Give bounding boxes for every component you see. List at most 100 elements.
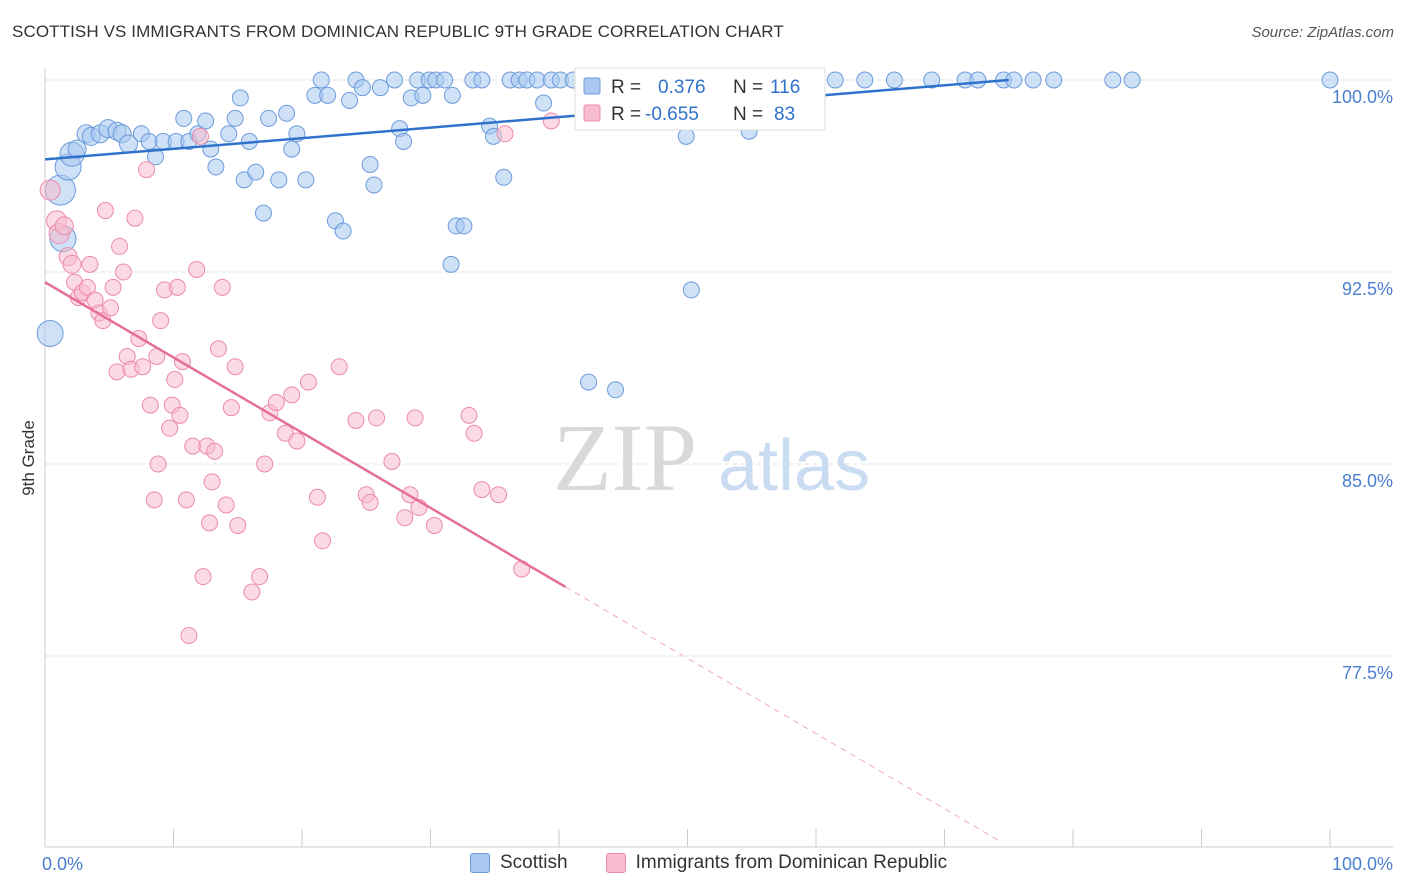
dominican-point — [256, 455, 274, 473]
dominican-point — [542, 112, 560, 130]
scottish-point — [442, 255, 460, 273]
dominican-point — [288, 432, 306, 450]
dominican-point — [134, 358, 152, 376]
scottish-point — [341, 91, 359, 109]
dominican-point — [188, 260, 206, 278]
legend-swatch-scottish-bottom — [470, 853, 490, 873]
scottish-point — [365, 176, 383, 194]
scottish-point — [297, 171, 315, 189]
dominican-point — [166, 371, 184, 389]
dominican-point — [126, 209, 144, 227]
scottish-point — [226, 109, 244, 127]
dominican-point — [171, 406, 189, 424]
dominican-point — [496, 125, 514, 143]
scottish-point — [1045, 71, 1063, 89]
dominican-point — [184, 437, 202, 455]
legend-n-label-dominican: N = — [733, 104, 763, 125]
legend-swatch-dominican — [583, 104, 601, 122]
scottish-point — [395, 132, 413, 150]
scottish-point — [353, 79, 371, 97]
y-tick-label: 92.5% — [1342, 279, 1393, 299]
dominican-point — [299, 373, 317, 391]
scottish-point — [67, 139, 87, 159]
legend-r-label-dominican: R = — [611, 104, 641, 125]
scottish-point — [278, 104, 296, 122]
scottish-point — [36, 319, 64, 347]
dominican-point — [465, 424, 483, 442]
dominican-point — [425, 516, 443, 534]
scottish-point — [197, 112, 215, 130]
scottish-point — [1321, 71, 1339, 89]
scottish-point — [885, 71, 903, 89]
scottish-point — [535, 94, 553, 112]
legend-label-dominican: Immigrants from Dominican Republic — [635, 852, 948, 873]
dominican-point — [138, 161, 156, 179]
legend-swatch-dominican-bottom — [605, 853, 626, 873]
dominican-point — [168, 278, 186, 296]
scottish-point — [495, 168, 513, 186]
dominican-point — [473, 481, 491, 499]
chart-title: SCOTTISH VS IMMIGRANTS FROM DOMINICAN RE… — [12, 22, 784, 41]
scottish-point — [334, 222, 352, 240]
dominican-point — [217, 496, 235, 514]
scottish-point — [1123, 71, 1141, 89]
dominican-point — [406, 409, 424, 427]
dominican-point — [347, 411, 365, 429]
legend-n-value-dominican: 83 — [774, 104, 795, 125]
scottish-point — [677, 127, 695, 145]
scottish-point — [969, 71, 987, 89]
dominican-point — [81, 255, 99, 273]
dominican-point — [361, 493, 379, 511]
dominican-point — [396, 509, 414, 527]
dominican-point — [330, 358, 348, 376]
scottish-point — [147, 148, 165, 166]
scottish-point — [270, 171, 288, 189]
dominican-trend-line — [44, 281, 567, 588]
dominican-point — [314, 532, 332, 550]
dominican-trend-line-extension — [565, 586, 1003, 844]
dominican-point — [200, 514, 218, 532]
x-tick-label: 100.0% — [1332, 854, 1393, 874]
dominican-point — [180, 627, 198, 645]
scottish-point — [207, 158, 225, 176]
stats-legend: R = 0.376 N = 116 R = -0.655 N = 83 — [574, 67, 826, 131]
scottish-point — [247, 163, 265, 181]
scottish-point — [1104, 71, 1122, 89]
dominican-point — [96, 202, 114, 220]
watermark-atlas: atlas — [718, 426, 870, 506]
dominican-point — [54, 216, 74, 236]
dominican-point — [78, 278, 96, 296]
dominican-point — [39, 179, 61, 201]
dominican-point — [191, 127, 209, 145]
scottish-point — [856, 71, 874, 89]
dominican-point — [152, 312, 170, 330]
dominican-point — [229, 516, 247, 534]
scottish-point — [436, 71, 454, 89]
legend-label-scottish: Scottish — [500, 852, 568, 873]
dominican-point — [141, 396, 159, 414]
dominican-point — [243, 583, 261, 601]
scottish-point — [283, 140, 301, 158]
data-points — [36, 71, 1339, 645]
y-tick-label: 77.5% — [1342, 663, 1393, 683]
scottish-point — [260, 109, 278, 127]
dominican-point — [102, 299, 120, 317]
scottish-point — [607, 381, 625, 399]
scottish-point — [386, 71, 404, 89]
scottish-point — [220, 125, 238, 143]
scottish-point — [580, 373, 598, 391]
scottish-point — [319, 86, 337, 104]
dominican-point — [460, 406, 478, 424]
scottish-point — [231, 89, 249, 107]
dominican-point — [149, 455, 167, 473]
dominican-point — [206, 442, 224, 460]
dominican-point — [226, 358, 244, 376]
legend-item-scottish[interactable]: Scottish — [470, 852, 568, 874]
series-legend: Scottish Immigrants from Dominican Repub… — [470, 852, 985, 874]
y-tick-label: 85.0% — [1342, 471, 1393, 491]
scottish-point — [202, 140, 220, 158]
dominican-point — [161, 419, 179, 437]
legend-item-dominican[interactable]: Immigrants from Dominican Republic — [605, 852, 948, 874]
legend-n-value-scottish: 116 — [770, 77, 800, 98]
